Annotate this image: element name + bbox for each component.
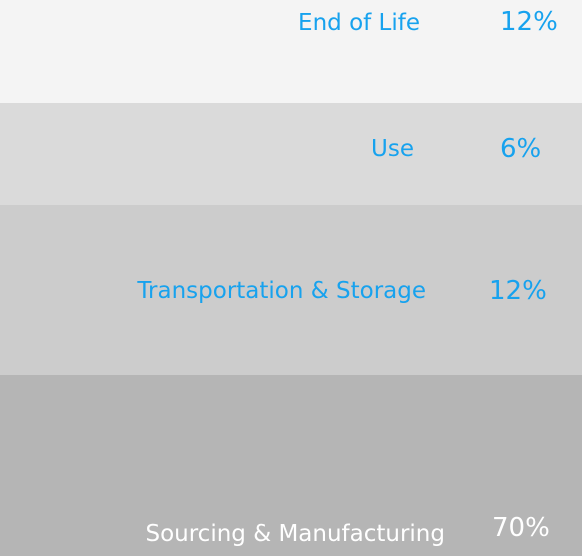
stage-label: End of Life (298, 10, 420, 36)
stage-share: 12% (500, 7, 558, 37)
stage-label: Use (371, 136, 414, 162)
stage-row: End of Life 12% (0, 0, 582, 103)
stage-row: Sourcing & Manufacturing 70% (0, 375, 582, 556)
stage-label: Transportation & Storage (137, 278, 426, 304)
stage-share: 70% (492, 513, 550, 543)
stage-share: 12% (489, 276, 547, 306)
stage-row: Use 6% (0, 103, 582, 205)
stage-share: 6% (500, 134, 542, 164)
stage-row: Transportation & Storage 12% (0, 205, 582, 375)
stage-label: Sourcing & Manufacturing (145, 521, 445, 547)
